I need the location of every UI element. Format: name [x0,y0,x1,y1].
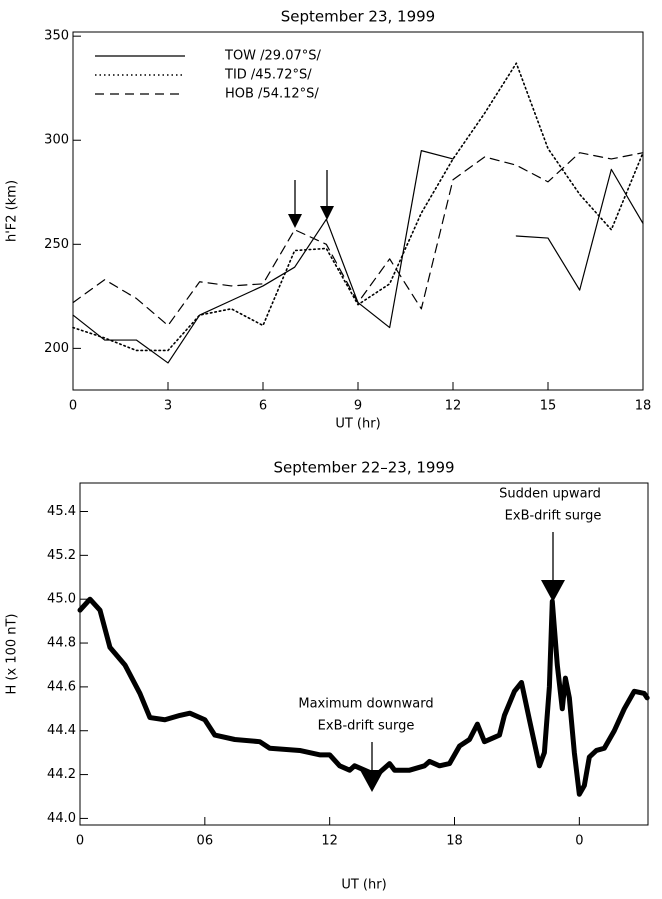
arrowhead [541,580,565,602]
series-line [72,150,644,364]
y-tick-label: 44.2 [47,767,76,782]
annotation: Maximum downward [298,697,433,712]
chart-title: September 22–23, 1999 [273,459,454,477]
y-tick-label: 350 [44,29,69,44]
x-tick-label: 0 [69,399,77,414]
y-axis-label: H (x 100 nT) [5,613,20,694]
x-tick-label: 12 [321,834,338,849]
legend-label: TOW /29.07°S/ [224,49,322,64]
legend-label: TID /45.72°S/ [224,68,312,83]
y-tick-label: 44.8 [47,636,76,651]
y-tick-label: 45.2 [47,548,76,563]
x-axis-label: UT (hr) [341,878,386,893]
x-tick-label: 9 [354,399,362,414]
x-axis-label: UT (hr) [335,417,380,432]
arrowhead [288,214,302,228]
y-tick-label: 300 [44,133,69,148]
legend-label: HOB /54.12°S/ [225,87,319,102]
plot-frame [79,482,649,826]
x-tick-label: 06 [197,834,214,849]
series-line [72,152,644,327]
x-tick-label: 6 [259,399,267,414]
annotation: Sudden upward [499,487,601,502]
y-tick-label: 250 [44,237,69,252]
x-tick-label: 0 [76,834,84,849]
x-tick-label: 3 [164,399,172,414]
x-tick-label: 18 [446,834,463,849]
x-tick-label: 12 [445,399,462,414]
plot-frame [72,31,644,391]
chart-title: September 23, 1999 [281,8,435,26]
arrowhead [320,206,334,220]
x-tick-label: 15 [540,399,557,414]
annotation: ExB-drift surge [505,509,602,524]
x-tick-label: 18 [635,399,652,414]
x-tick-label: 0 [575,834,583,849]
y-tick-label: 200 [44,341,69,356]
y-axis-label: h'F2 (km) [5,180,20,242]
y-tick-label: 45.4 [47,504,76,519]
annotation: ExB-drift surge [318,719,415,734]
y-tick-label: 44.0 [47,811,76,826]
y-tick-label: 44.6 [47,679,76,694]
series-line [77,596,650,797]
series-line [72,62,644,352]
y-tick-label: 45.0 [47,592,76,607]
y-tick-label: 44.4 [47,723,76,738]
